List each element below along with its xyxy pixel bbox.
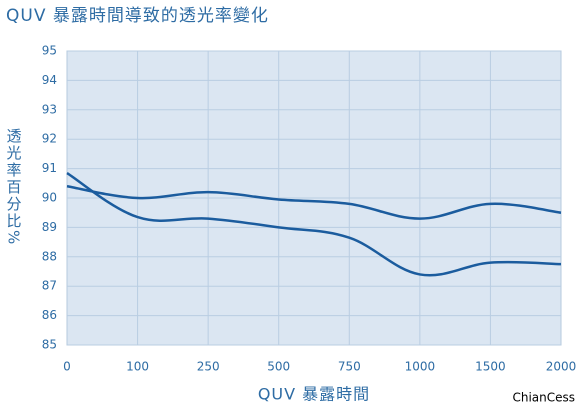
line-series [66,171,562,277]
y-axis-title: 透光率百分比% [5,128,23,246]
watermark: ChianCess [512,391,575,405]
y-tick-label: 91 [42,161,57,175]
x-tick-label: 1500 [475,360,506,374]
y-tick-label: 94 [42,73,57,87]
x-tick-label: 2000 [546,360,577,374]
x-tick-label: 750 [338,360,361,374]
x-tick-label: 0 [63,360,71,374]
line-series [66,185,562,220]
y-tick-label: 87 [42,279,57,293]
y-tick-label: 88 [42,249,57,263]
y-tick-label: 95 [42,44,57,58]
y-tick-label: 90 [42,191,57,205]
x-tick-label: 500 [267,360,290,374]
y-tick-label: 89 [42,220,57,234]
y-tick-label: 92 [42,132,57,146]
x-tick-label: 1000 [405,360,436,374]
x-tick-label: 100 [126,360,149,374]
x-axis-title: QUV 暴露時間 [258,385,370,404]
y-tick-label: 93 [42,102,57,116]
x-tick-label: 250 [197,360,220,374]
chart-title: QUV 暴露時間導致的透光率變化 [6,6,269,26]
y-tick-label: 86 [42,308,57,322]
y-tick-label: 85 [42,338,57,352]
